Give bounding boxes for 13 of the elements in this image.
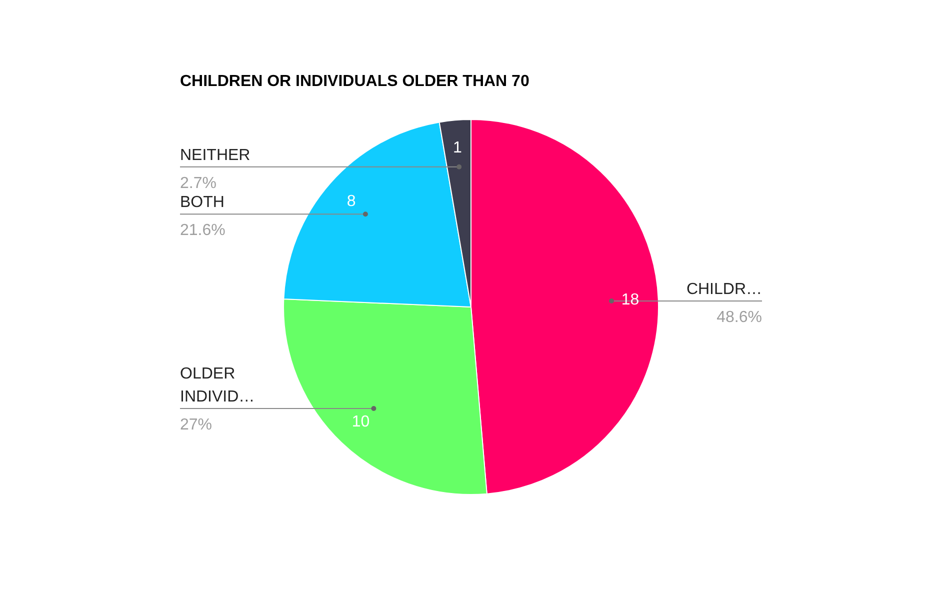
slice-label: OLDER INDIVID… [180,366,255,406]
data-label: 1 [453,140,462,157]
text: 2.7% [180,174,216,192]
text: 48.6% [716,309,762,326]
slice-label: NEITHER [180,146,250,164]
data-label: 10 [352,413,370,430]
data-label: 8 [346,193,356,210]
slice-label: BOTH [180,194,224,212]
slice-label: CHILDR… [686,281,762,298]
data-label: 18 [621,292,640,309]
chart-title: CHILDREN OR INDIVIDUALS OLDER THAN 70 [180,73,530,90]
text: 21.6% [180,222,226,240]
text: 27% [180,416,212,434]
